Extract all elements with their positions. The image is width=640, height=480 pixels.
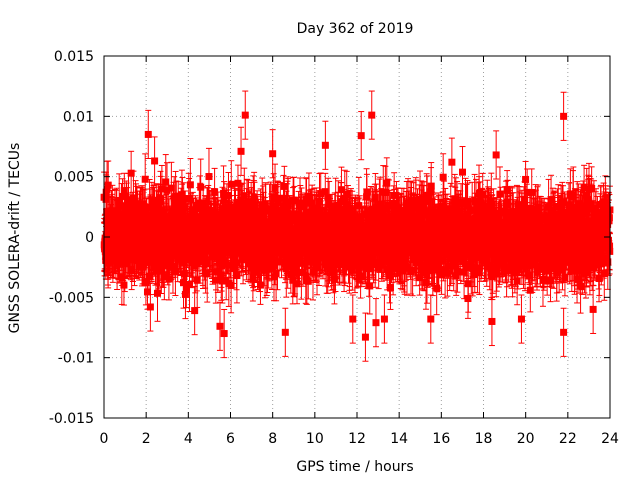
data-point — [305, 192, 313, 200]
data-point — [146, 272, 154, 280]
data-point — [163, 186, 171, 194]
data-point — [185, 195, 193, 203]
data-point — [205, 173, 213, 181]
data-point — [182, 256, 190, 264]
data-point — [172, 197, 180, 205]
data-point — [138, 263, 146, 271]
data-point — [246, 260, 254, 268]
data-point — [167, 184, 175, 192]
data-point — [181, 290, 189, 298]
data-point — [199, 207, 207, 215]
data-point — [162, 178, 170, 186]
data-point — [187, 213, 195, 221]
data-point — [258, 260, 266, 268]
data-point — [103, 185, 111, 193]
data-point — [214, 268, 222, 276]
data-point — [302, 272, 310, 280]
data-point — [115, 198, 123, 206]
data-point — [153, 289, 161, 297]
data-point — [290, 196, 298, 204]
data-point — [250, 268, 258, 276]
data-point — [160, 273, 168, 281]
data-point — [182, 286, 190, 294]
data-point — [240, 192, 248, 200]
data-point — [120, 187, 128, 195]
data-point — [143, 288, 151, 296]
data-point — [244, 255, 252, 263]
data-point — [125, 196, 133, 204]
data-point — [142, 279, 150, 287]
data-point — [201, 251, 209, 259]
data-point — [271, 184, 279, 192]
data-point — [293, 280, 301, 288]
data-point — [317, 190, 325, 198]
data-point — [270, 193, 278, 201]
data-series — [100, 90, 614, 362]
data-point — [245, 198, 253, 206]
data-point — [119, 192, 127, 200]
data-point — [224, 191, 232, 199]
data-point — [201, 258, 209, 266]
data-point — [130, 256, 138, 264]
data-point — [273, 258, 281, 266]
data-point — [315, 207, 323, 215]
data-point — [117, 202, 125, 210]
data-point — [289, 276, 297, 284]
data-point — [140, 255, 148, 263]
data-point — [120, 281, 128, 289]
data-point — [158, 185, 166, 193]
data-point — [272, 269, 280, 277]
data-point — [197, 183, 205, 191]
data-point — [186, 181, 194, 189]
data-point — [141, 175, 149, 183]
data-point — [181, 249, 189, 257]
data-point — [211, 188, 219, 196]
data-point — [304, 277, 312, 285]
data-point — [272, 203, 280, 211]
data-point — [230, 264, 238, 272]
data-point — [176, 207, 184, 215]
data-point — [185, 281, 193, 289]
data-point — [129, 194, 137, 202]
data-point — [169, 262, 177, 270]
data-point — [233, 272, 241, 280]
data-point — [284, 258, 292, 266]
data-point — [227, 281, 235, 289]
data-point — [291, 269, 299, 277]
data-point — [309, 210, 317, 218]
data-point — [262, 205, 270, 213]
data-point — [279, 194, 287, 202]
data-point — [280, 182, 288, 190]
data-point — [157, 198, 165, 206]
data-point — [180, 279, 188, 287]
data-point — [180, 270, 188, 278]
data-point — [243, 204, 251, 212]
data-point — [295, 210, 303, 218]
data-point — [231, 204, 239, 212]
data-point — [172, 192, 180, 200]
data-point — [256, 281, 264, 289]
data-point — [297, 268, 305, 276]
data-point — [128, 265, 136, 273]
data-point — [193, 276, 201, 284]
data-point — [282, 208, 290, 216]
data-point — [178, 196, 186, 204]
data-point — [220, 189, 228, 197]
data-point — [284, 202, 292, 210]
data-point — [127, 169, 135, 177]
data-point — [295, 258, 303, 266]
